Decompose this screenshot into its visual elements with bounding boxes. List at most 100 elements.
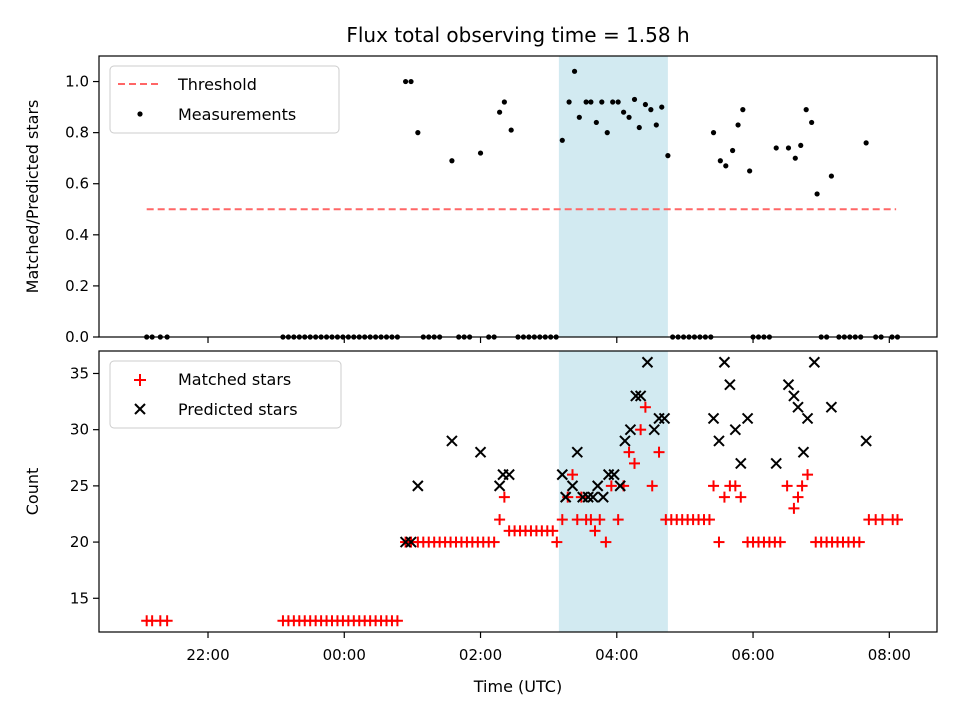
measurement-point <box>559 137 565 143</box>
measurement-point <box>710 130 717 136</box>
highlight-band-top <box>558 56 668 337</box>
matched-star-point <box>629 457 641 469</box>
bottom-panel: 15 20 25 30 35 22:00 00:00 02:00 04:00 06:00 08:0… <box>23 350 938 696</box>
measurement-point <box>615 99 621 105</box>
y-tick-label: 0.2 <box>65 277 89 295</box>
legend-measurements-swatch <box>137 111 143 117</box>
top-legend-box <box>109 65 340 134</box>
matched-star-point <box>796 480 808 492</box>
matched-star-point <box>792 491 804 503</box>
predicted-star-point <box>405 536 417 548</box>
matched-star-point <box>612 514 624 526</box>
matched-star-point <box>788 502 800 514</box>
measurement-point <box>740 107 746 113</box>
bottom-plot-area <box>141 356 903 627</box>
y-tick-label: 35 <box>70 364 89 382</box>
matched-star-point <box>853 536 865 548</box>
matched-star-point <box>774 536 786 548</box>
predicted-star-point <box>503 468 515 481</box>
top-legend: Threshold Measurements <box>109 65 340 134</box>
matched-star-point <box>635 424 647 436</box>
measurement-point <box>626 114 632 120</box>
y-tick-label: 20 <box>70 533 89 551</box>
predicted-star-point <box>707 412 720 425</box>
x-tick-label: 06:00 <box>731 646 774 664</box>
matched-star-point <box>547 525 559 537</box>
measurement-point <box>593 119 599 126</box>
measurement-point <box>477 150 484 156</box>
predicted-star-point <box>597 491 609 503</box>
predicted-star-point <box>825 401 838 413</box>
predicted-star-point <box>860 435 872 447</box>
legend-measurements-label: Measurements <box>178 105 296 124</box>
measurement-point <box>566 99 572 105</box>
legend-threshold-label: Threshold <box>177 75 257 94</box>
highlight-band-bottom <box>558 351 668 632</box>
y-tick-label: 0.6 <box>65 175 89 193</box>
legend-matched-label: Matched stars <box>178 370 291 389</box>
top-axes-frame <box>98 55 938 338</box>
predicted-star-point <box>797 446 810 458</box>
matched-star-point <box>498 491 510 503</box>
predicted-star-point <box>792 401 804 413</box>
measurement-point <box>747 168 753 174</box>
matched-star-point <box>876 514 888 526</box>
measurement-point <box>717 158 723 164</box>
x-tick-label: 08:00 <box>868 646 911 664</box>
measurement-point <box>803 107 809 113</box>
bottom-x-ticks: 22:00 00:00 02:00 04:00 06:00 08:00 <box>186 632 911 664</box>
matched-star-point <box>600 536 612 548</box>
matched-star-point <box>589 525 601 537</box>
y-tick-label: 0.0 <box>65 328 89 346</box>
predicted-star-point <box>634 390 647 402</box>
bottom-y-axis-label: Count <box>23 468 42 516</box>
measurement-point <box>828 173 834 179</box>
predicted-star-point <box>724 379 736 391</box>
measurement-point <box>583 99 589 105</box>
measurement-point <box>792 155 798 161</box>
measurement-point <box>497 109 503 115</box>
predicted-star-point <box>587 491 599 503</box>
predicted-star-point <box>592 480 604 492</box>
matched-star-point <box>556 514 568 526</box>
x-tick-label: 00:00 <box>323 646 366 664</box>
measurement-point <box>785 145 792 151</box>
predicted-star-point <box>571 446 583 458</box>
matched-star-point <box>594 514 606 526</box>
predicted-star-point <box>713 435 725 447</box>
legend-predicted-swatch <box>134 403 146 415</box>
predicted-star-point <box>446 435 458 447</box>
measurement-point <box>449 158 455 164</box>
matched-star-point <box>802 469 814 481</box>
predicted-star-point <box>614 480 626 492</box>
bottom-y-ticks: 15 20 25 30 35 <box>70 364 99 607</box>
measurement-point <box>631 96 638 103</box>
matched-star-point <box>646 480 658 492</box>
measurement-point <box>863 140 869 146</box>
measurement-point <box>408 78 414 85</box>
measurement-point <box>402 78 409 85</box>
measurement-point <box>659 104 665 110</box>
measurement-point <box>730 147 736 154</box>
predicted-star-point <box>608 468 620 481</box>
predicted-star-point <box>808 356 821 368</box>
measurement-point <box>773 145 779 151</box>
matched-star-point <box>718 491 730 503</box>
matched-star-point <box>161 615 173 627</box>
predicted-star-point <box>788 390 800 402</box>
measurement-point <box>648 107 654 113</box>
measurement-point <box>604 130 610 136</box>
x-tick-label: 04:00 <box>595 646 638 664</box>
predicted-star-point <box>624 423 637 436</box>
predicted-star-point <box>782 379 795 391</box>
matched-star-point <box>729 480 741 492</box>
measurement-point <box>665 153 671 159</box>
measurement-point <box>735 122 741 128</box>
predicted-star-point <box>412 480 424 492</box>
measurement-point <box>588 99 594 105</box>
top-x-ticks <box>207 337 890 343</box>
measurement-point <box>809 119 815 126</box>
predicted-star-point <box>559 491 572 503</box>
measurement-point <box>415 130 421 136</box>
